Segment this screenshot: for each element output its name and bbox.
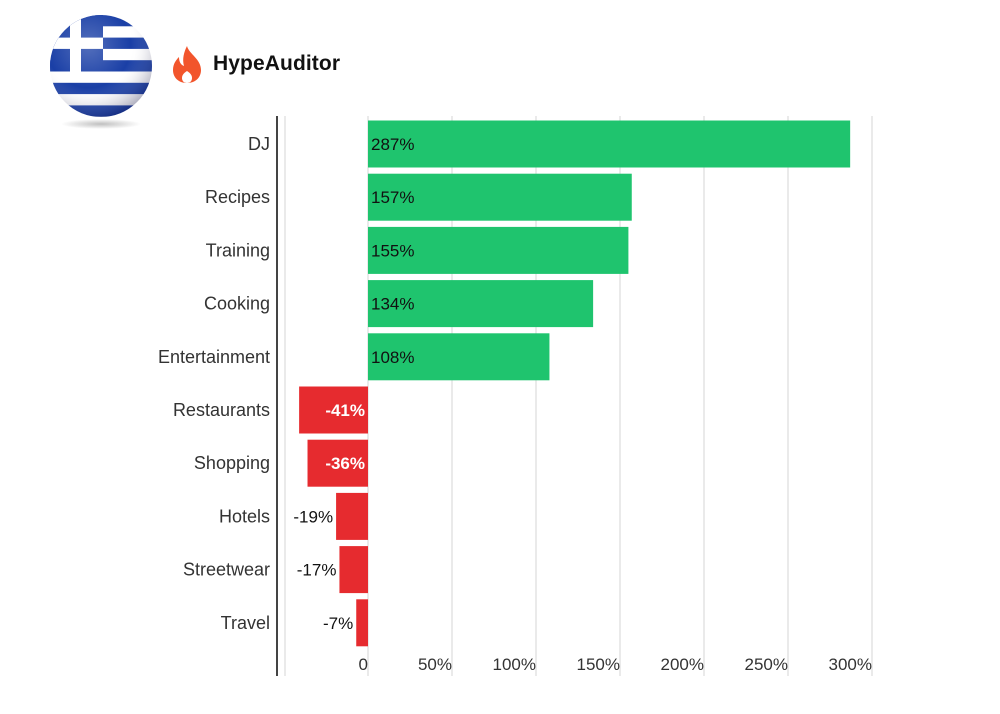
category-labels: DJ Recipes Training Cooking Entertainment Res…: [158, 134, 270, 633]
value-label: 155%: [371, 241, 414, 260]
x-tick-label: 0: [359, 655, 368, 674]
bar: [299, 386, 368, 434]
bar: [368, 333, 550, 381]
value-label: 108%: [371, 348, 414, 367]
x-tick-label: 250%: [745, 655, 788, 674]
value-label: -17%: [297, 561, 337, 580]
bar: [307, 439, 368, 487]
value-label: 157%: [371, 188, 414, 207]
brand-name: HypeAuditor: [213, 52, 341, 75]
greece-flag-icon: [50, 15, 152, 129]
value-label: 134%: [371, 295, 414, 314]
value-label: -41%: [325, 401, 365, 420]
category-label: Streetwear: [183, 560, 270, 580]
value-label: 287%: [371, 135, 414, 154]
value-label: -19%: [293, 507, 333, 526]
category-label: DJ: [248, 134, 270, 154]
value-label: -36%: [325, 454, 365, 473]
category-label: Entertainment: [158, 347, 270, 367]
value-labels: 287% 157% 155% 134% 108% -41% -36% -19% -17% -7%: [293, 135, 414, 633]
bars: [299, 120, 851, 647]
x-tick-label: 300%: [829, 655, 872, 674]
bar: [356, 599, 368, 647]
category-label: Hotels: [219, 506, 270, 526]
bar: [368, 173, 632, 221]
value-label: -7%: [323, 614, 353, 633]
category-label: Shopping: [194, 453, 270, 473]
bar: [336, 492, 368, 540]
x-tick-labels: 0 50% 100% 150% 200% 250% 300%: [359, 655, 872, 674]
brand-logo: HypeAuditor: [170, 44, 340, 84]
flame-icon: [173, 46, 201, 83]
category-label: Restaurants: [173, 400, 270, 420]
category-label: Recipes: [205, 187, 270, 207]
category-label: Travel: [221, 613, 270, 633]
bar: [368, 226, 629, 274]
category-label: Cooking: [204, 294, 270, 314]
bar: [339, 546, 368, 594]
x-tick-label: 50%: [418, 655, 452, 674]
bar: [368, 120, 851, 168]
x-tick-label: 100%: [493, 655, 536, 674]
x-tick-label: 200%: [661, 655, 704, 674]
x-tick-label: 150%: [577, 655, 620, 674]
bar: [368, 280, 594, 328]
category-label: Training: [206, 240, 270, 260]
